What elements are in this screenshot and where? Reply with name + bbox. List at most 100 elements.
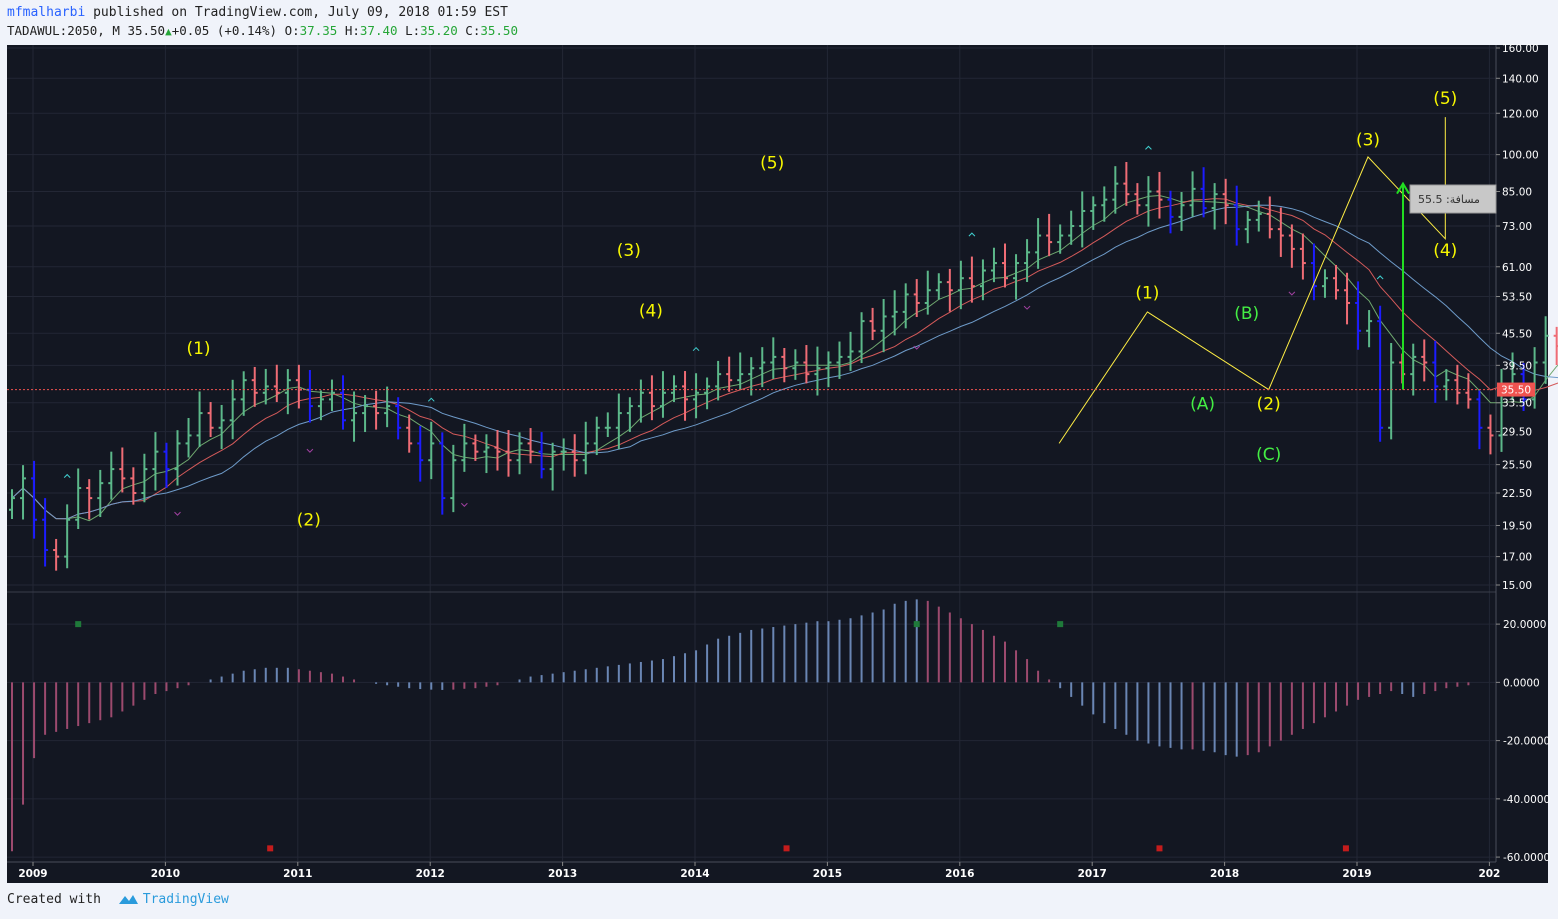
price-tick-label: 33.50 [1502,398,1532,410]
price-tick-label: 22.50 [1502,488,1532,500]
price-tick-label: 85.00 [1502,186,1532,198]
wave-label: (2) [1257,395,1281,415]
oscillator-histogram [11,599,1470,852]
measure-box [1409,184,1497,214]
buy-signal-marker [1145,145,1152,150]
time-axis-bg [7,862,1548,883]
low-value: 35.20 [420,23,458,38]
close-label: C: [465,23,481,38]
wave-labels: (1) (2) (3) (4) (5) (1) (2) (A) (B) (C) (3) (4) (5) [186,89,1457,530]
price-tick-label: 45.50 [1502,328,1532,340]
author-link[interactable]: mfmalharbi [7,5,86,20]
sma-slow-line [11,204,1558,520]
wave-label: (3) [1356,131,1380,151]
price-tick-label: 140.00 [1502,73,1539,85]
buy-signal-marker [692,346,700,352]
wave-label: (2) [297,510,321,530]
osc-tick-label: -60.0000 [1503,852,1550,864]
target-arrow-head [1396,181,1410,195]
price-change: +0.05 (+0.14%) [171,23,278,38]
buy-signal-marker [1376,275,1384,280]
wave-label: (C) [1256,445,1281,465]
open-value: 37.35 [299,23,338,38]
signal-markers [63,145,1384,516]
footer: Created with TradingView [7,892,229,907]
price-tick-label: 160.00 [1502,43,1539,55]
time-tick-label: 2019 [1342,868,1371,880]
price-axis-bg [1496,45,1548,862]
buy-signal-marker [63,473,71,478]
price-tick-label: 100.00 [1502,150,1539,162]
time-tick-label: 2016 [945,868,974,880]
sell-signal-marker [174,511,181,516]
time-tick-label: 2013 [548,868,577,880]
osc-tick-label: -20.0000 [1503,736,1550,748]
time-tick-label: 202 [1478,868,1500,880]
last-price-tag [1497,382,1535,397]
last-price-marker: 35.50 [7,382,1535,397]
wave-label: (4) [1433,241,1457,261]
symbol-info: TADAWUL:2050, M 35.50▲+0.05 (+0.14%) O:3… [7,23,518,38]
symbol: TADAWUL:2050, [7,23,105,38]
buy-signal-marker [427,397,435,402]
time-tick-label: 2018 [1210,868,1239,880]
price-axis-labels: 160.00 140.00 120.00 100.00 85.00 73.00 61.00 5… [1496,43,1539,592]
wave-label: (B) [1234,304,1259,324]
osc-buy-square [1057,621,1064,628]
high-label: H: [344,23,360,38]
price-tick-label: 15.00 [1502,580,1532,592]
osc-sell-square [267,845,274,852]
price-tick-label: 29.50 [1502,427,1532,439]
last-price-tag-label: 35.50 [1501,385,1531,397]
elliott-projection-path [1058,117,1446,444]
interval: M [112,23,120,38]
measure-tool[interactable]: مسافة: 55.5 [1409,184,1497,214]
osc-sell-square [783,845,790,852]
tradingview-logo-icon [118,895,138,904]
price-tick-label: 25.50 [1502,460,1532,472]
price-tick-label: 17.00 [1502,552,1532,564]
measure-label: مسافة: 55.5 [1418,193,1480,206]
wave-label: (5) [1433,89,1457,109]
wave-label: (1) [186,339,210,359]
price-tick-label: 19.50 [1502,520,1532,532]
sell-signal-marker [461,502,468,507]
sell-signal-marker [1023,305,1031,310]
osc-buy-square [75,621,82,628]
wave-label: (4) [639,301,663,321]
sell-signal-marker [306,448,314,453]
price-tick-label: 120.00 [1502,108,1539,120]
osc-tick-label: 0.0000 [1503,677,1540,689]
osc-tick-label: -40.0000 [1503,794,1550,806]
price-tick-label: 61.00 [1502,262,1532,274]
time-tick-label: 2012 [416,868,445,880]
oscillator-axis-labels: 20.0000 0.0000 -20.0000 -40.0000 -60.0000 [1496,619,1550,864]
last-price: 35.50 [127,23,166,38]
osc-sell-square [1156,845,1163,852]
published-text: published on TradingView.com, July 09, 2… [93,5,508,20]
high-value: 37.40 [359,23,398,38]
price-bars [9,162,1558,571]
osc-buy-square [913,621,920,628]
wave-label: (3) [617,241,641,261]
sell-signal-marker [1288,291,1296,296]
buy-signal-marker [968,232,976,237]
created-with-text: Created with [7,892,101,907]
low-label: L: [405,23,421,38]
time-tick-label: 2011 [283,868,312,880]
wave-label: (1) [1135,284,1159,304]
price-tick-label: 53.50 [1502,292,1532,304]
time-tick-label: 2010 [151,868,180,880]
time-tick-label: 2014 [680,868,709,880]
sell-signal-marker [913,345,921,350]
time-axis-labels: 2009 2010 2011 2012 2013 2014 2015 2016 2017 2018… [18,862,1500,880]
time-tick-label: 2015 [813,868,842,880]
projection-lines [1058,117,1446,444]
osc-sell-square [1342,845,1349,852]
wave-label: (A) [1190,395,1215,415]
osc-tick-label: 20.0000 [1503,619,1546,631]
time-tick-label: 2017 [1078,868,1107,880]
time-tick-label: 2009 [18,868,47,880]
tradingview-link[interactable]: TradingView [142,892,229,907]
